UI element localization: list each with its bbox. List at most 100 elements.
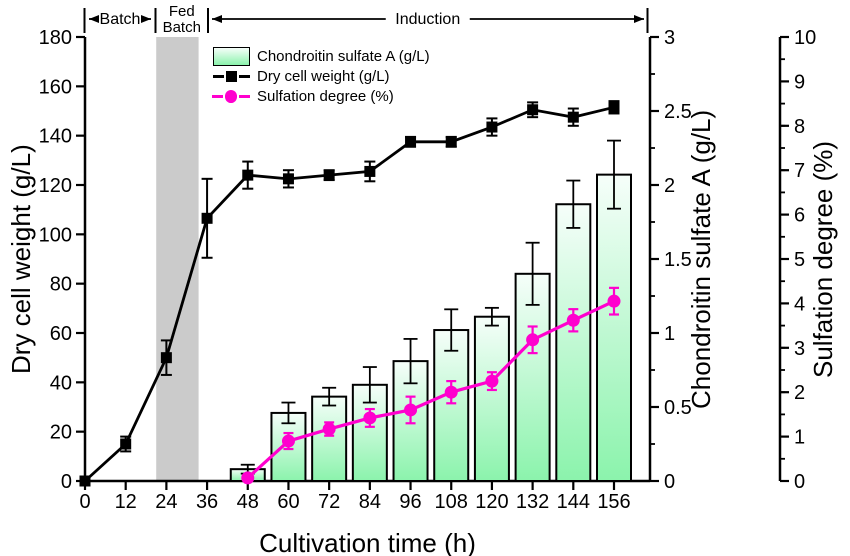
cs-bars [229, 139, 632, 483]
sd-point [607, 294, 621, 308]
cs-axis-title: Chondroitin sulfate A (g/L) [686, 109, 716, 409]
axis-text: 9 [794, 71, 805, 93]
dcw-point [201, 212, 213, 224]
axis-text: 100 [39, 224, 72, 246]
axis-text: 2 [664, 175, 675, 197]
axis-text: 24 [155, 491, 177, 513]
sd-point [444, 385, 458, 399]
axis-text: 0 [794, 471, 805, 493]
sd-axis: 0 1 2 3 4 5 6 7 8 9 10 [778, 27, 816, 493]
left-axis: 0 20 40 60 80 100 120 140 160 180 [39, 27, 87, 493]
axis-text: 1 [794, 427, 805, 449]
sd-axis-title: Sulfation degree (%) [808, 140, 838, 378]
axis-text: 36 [196, 491, 218, 513]
sd-point [363, 411, 377, 425]
left-axis-title: Dry cell weight (g/L) [6, 144, 36, 374]
axis-text: 180 [39, 27, 72, 49]
axis-text: 0 [61, 471, 72, 493]
axis-text: 3 [794, 338, 805, 360]
axis-text: 2.5 [664, 101, 692, 123]
dcw-point [608, 101, 620, 113]
bar [473, 315, 510, 482]
dcw-point [160, 352, 172, 364]
bar [555, 203, 592, 483]
axis-text: 60 [277, 491, 299, 513]
axis-text: 3 [664, 27, 675, 49]
sd-point [322, 422, 336, 436]
axis-text: Induction [395, 11, 460, 28]
axis-text: 10 [794, 27, 816, 49]
dcw-series [79, 100, 620, 487]
axis-text: 7 [794, 160, 805, 182]
axis-text: 140 [39, 126, 72, 148]
black-square-marker-icon [212, 70, 250, 82]
axis-text: 4 [794, 293, 805, 315]
dcw-point [120, 438, 132, 450]
dcw-point [323, 169, 335, 181]
x-axis: 0 12 24 36 48 60 72 84 96 108 120 132 144 156 [79, 479, 650, 513]
sd-point [281, 434, 295, 448]
dcw-point [242, 169, 254, 181]
dcw-point [79, 475, 91, 487]
bar [311, 395, 348, 483]
axis-text: 96 [399, 491, 421, 513]
axis-text: 40 [50, 372, 72, 394]
dcw-point [405, 136, 417, 148]
axis-text: 120 [475, 491, 508, 513]
sd-point [404, 403, 418, 417]
axis-text: 0 [79, 491, 90, 513]
dcw-point [445, 136, 457, 148]
legend-label: Dry cell weight (g/L) [257, 67, 390, 85]
legend: Chondroitin sulfate A (g/L) Dry cell wei… [212, 46, 430, 106]
axis-text: 80 [50, 274, 72, 296]
dcw-point [364, 165, 376, 177]
bar [596, 173, 632, 482]
axis-text: 48 [237, 491, 259, 513]
bar-swatch-icon [212, 46, 250, 66]
magenta-circle-marker-icon [212, 89, 250, 103]
axis-text: 84 [359, 491, 381, 513]
axis-text: Fed [169, 3, 195, 20]
axis-text: 0.5 [664, 397, 692, 419]
dcw-point [282, 173, 294, 185]
axis-text: 120 [39, 175, 72, 197]
bar [514, 272, 551, 482]
axis-text: 156 [597, 491, 630, 513]
x-axis-title: Cultivation time (h) [259, 528, 476, 556]
axis-text: 60 [50, 323, 72, 345]
legend-label: Sulfation degree (%) [257, 87, 394, 105]
bar [433, 329, 470, 483]
axis-text: 1.5 [664, 249, 692, 271]
axis-text: 12 [115, 491, 137, 513]
sd-series [241, 286, 621, 485]
axis-text: 6 [794, 205, 805, 227]
axis-text: Batch [100, 11, 141, 28]
legend-item-sulfation: Sulfation degree (%) [212, 86, 430, 106]
sd-point [526, 333, 540, 347]
sd-point [566, 313, 580, 327]
axis-text: 0 [664, 471, 675, 493]
legend-label: Chondroitin sulfate A (g/L) [257, 47, 430, 65]
legend-item-dcw: Dry cell weight (g/L) [212, 66, 430, 86]
sd-point [241, 471, 255, 485]
axis-text: 144 [557, 491, 590, 513]
axis-text: 8 [794, 116, 805, 138]
axis-text: 20 [50, 422, 72, 444]
axis-text: 1 [664, 323, 675, 345]
axis-text: 132 [516, 491, 549, 513]
axis-text: 2 [794, 382, 805, 404]
dcw-point [486, 121, 498, 133]
dcw-point [527, 104, 539, 116]
sd-point [485, 374, 499, 388]
dcw-point [567, 111, 579, 123]
fed-batch-shade [156, 37, 199, 481]
cs-axis: 0 0.5 1 1.5 2 2.5 3 [648, 27, 692, 493]
axis-text: 5 [794, 249, 805, 271]
axis-text: 160 [39, 76, 72, 98]
legend-item-chondroitin: Chondroitin sulfate A (g/L) [212, 46, 430, 66]
axis-text: 72 [318, 491, 340, 513]
axis-text: 108 [435, 491, 468, 513]
